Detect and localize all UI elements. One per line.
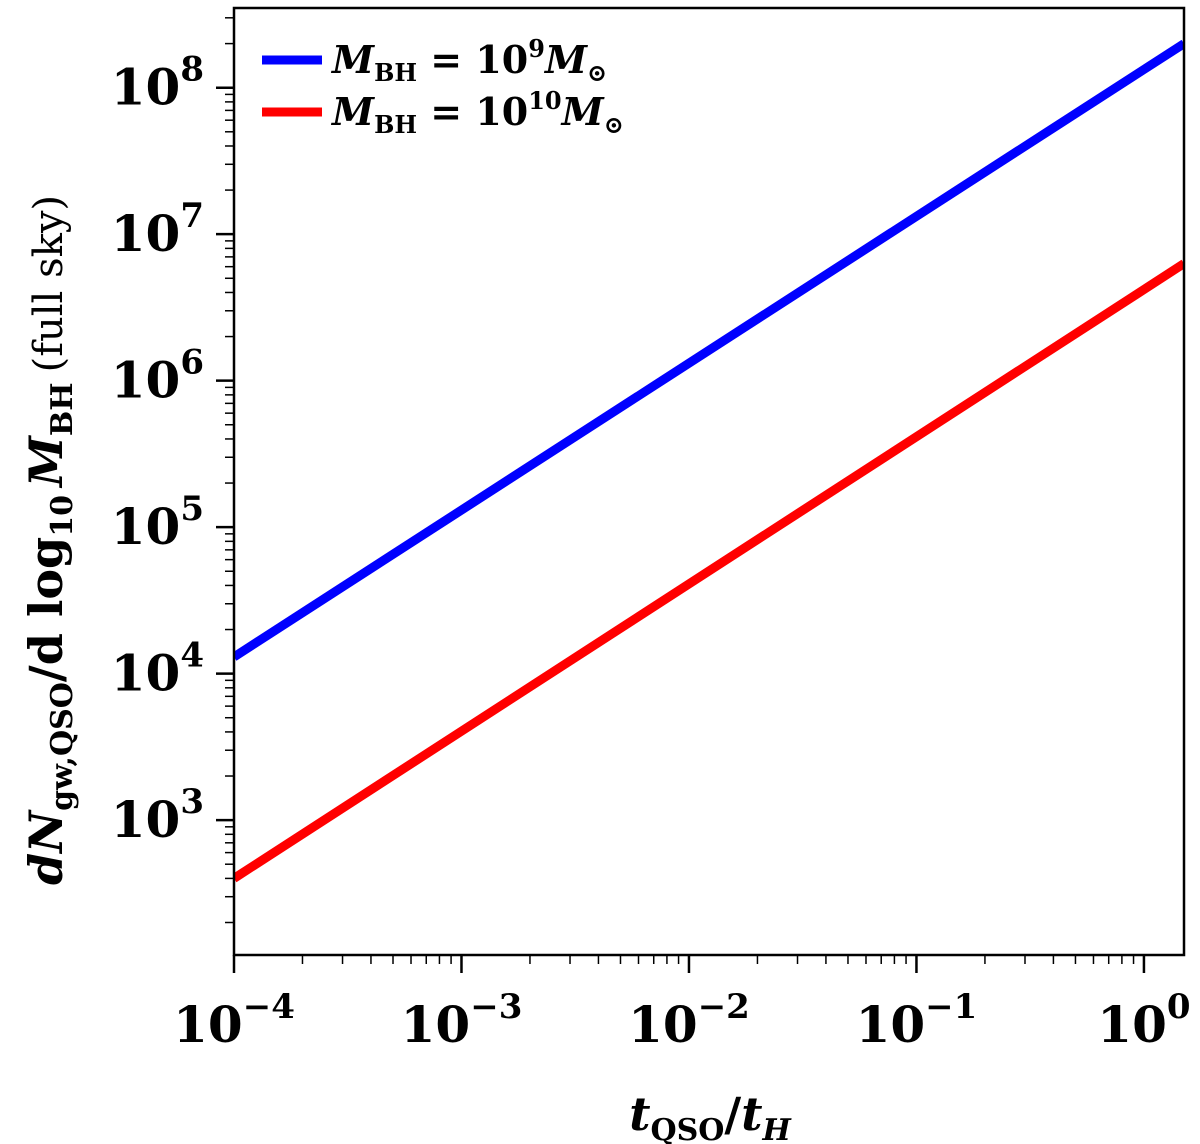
y-axis-label: dNgw,QSO/d log10MBH(full sky) bbox=[19, 195, 80, 885]
x-axis-label: tQSO/tH bbox=[629, 1087, 792, 1144]
y-tick-label: 106 bbox=[111, 343, 204, 410]
plot-frame bbox=[232, 6, 1186, 957]
x-tick-label: 10−1 bbox=[856, 987, 978, 1054]
y-tick-label: 107 bbox=[111, 196, 204, 263]
y-tick-label: 108 bbox=[111, 50, 204, 117]
legend-label-blue: MBH = 109M⊙ bbox=[330, 34, 607, 87]
x-tick-label: 10−3 bbox=[401, 987, 523, 1054]
series-line-0 bbox=[234, 39, 1184, 661]
tick-layer bbox=[216, 17, 1146, 973]
x-tick-label: 100 bbox=[1097, 987, 1190, 1054]
ticklabel-layer: 10−4 10−3 10−2 10−1 100 103 104 105 106 107 108 bbox=[111, 50, 1191, 1054]
series-line-1 bbox=[234, 259, 1184, 883]
y-tick-label: 104 bbox=[111, 636, 204, 703]
legend-label-red: MBH = 1010M⊙ bbox=[330, 86, 624, 139]
x-tick-label: 10−4 bbox=[173, 987, 295, 1054]
y-tick-label: 105 bbox=[111, 489, 204, 556]
x-tick-label: 10−2 bbox=[628, 987, 750, 1054]
series-layer bbox=[234, 39, 1184, 883]
legend: MBH = 109M⊙ MBH = 1010M⊙ bbox=[262, 34, 624, 139]
y-tick-label: 103 bbox=[111, 782, 204, 849]
